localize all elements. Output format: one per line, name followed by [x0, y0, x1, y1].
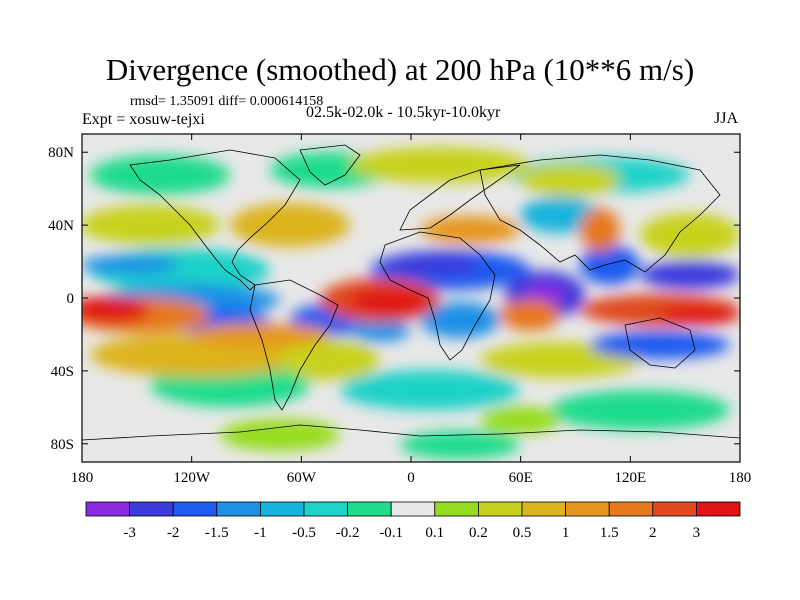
field-blob [590, 331, 730, 359]
y-tick-label: 0 [67, 291, 75, 307]
field-blob [550, 390, 730, 430]
colorbar-swatch [129, 501, 174, 517]
colorbar-swatch [477, 501, 523, 517]
y-tick: 40S [51, 364, 740, 380]
field-blob [90, 155, 230, 195]
field-blob [280, 340, 380, 380]
y-tick: 80N [48, 145, 740, 161]
field-blob [82, 255, 180, 275]
chart-title: Divergence (smoothed) at 200 hPa (10**6 … [105, 52, 695, 87]
field-blob [400, 431, 520, 459]
field-blob [220, 419, 340, 451]
field-blob [580, 208, 620, 252]
colorbar-label: 0.5 [513, 525, 532, 541]
colorbar-swatch [172, 501, 218, 517]
colorbar-label: 0.1 [425, 525, 444, 541]
y-tick-label: 40N [48, 218, 74, 234]
coastline-europe [399, 164, 521, 231]
field-blob [420, 216, 520, 244]
experiment-label: Expt = xosuw-tejxi [82, 111, 205, 128]
coastlines [82, 144, 740, 441]
field-blob [82, 205, 220, 245]
colorbar-swatch [216, 501, 261, 517]
x-tick-label: 120E [614, 470, 646, 486]
coastline-africa [379, 231, 496, 361]
coastline-australia [624, 317, 696, 369]
x-tick-label: 60E [509, 470, 533, 486]
colorbar-swatch [696, 501, 741, 517]
colorbar-swatch [652, 501, 697, 517]
field-blob [230, 203, 350, 247]
x-tick: 0 [407, 134, 415, 486]
y-tick-label: 80S [51, 437, 74, 453]
field-blob [350, 147, 530, 183]
stats-label: rmsd= 1.35091 diff= 0.000614158 [130, 94, 324, 109]
field-blob [580, 245, 640, 285]
field-blob [380, 253, 480, 277]
x-axis: 180 120W 60W 0 60E 120E 180 [71, 134, 752, 486]
colorbar-label: -1.5 [205, 525, 229, 541]
colorbar-label: -0.5 [292, 525, 316, 541]
field-blob [340, 370, 520, 410]
x-tick: 60E [509, 134, 533, 486]
coastline-north-america [129, 149, 301, 291]
field-blob [520, 164, 620, 196]
colorbar-label: -2 [167, 525, 180, 541]
field-blob [82, 296, 150, 324]
x-tick-label: 120W [173, 470, 211, 486]
coastline-greenland [299, 144, 361, 186]
colorbar-label: -0.1 [379, 525, 403, 541]
colorbar-swatch [85, 501, 130, 517]
x-tick: 180 [729, 134, 752, 486]
x-tick: 120E [614, 134, 646, 486]
x-tick: 120W [173, 134, 211, 486]
y-tick-label: 80N [48, 145, 74, 161]
colorbar-swatch [565, 501, 610, 517]
colorbar-label: 3 [693, 525, 701, 541]
y-axis: 80N 40N 0 40S 80S [48, 145, 740, 453]
colorbar-swatch [390, 501, 436, 517]
field-blob [350, 318, 410, 342]
colorbar-swatch [521, 501, 566, 517]
y-tick: 80S [51, 437, 740, 453]
y-tick-label: 40S [51, 364, 74, 380]
colorbar-swatch [434, 501, 479, 517]
field-blob [640, 213, 740, 257]
colorbar-label: 2 [649, 525, 657, 541]
colorbar-swatch [303, 501, 348, 517]
field-blob [660, 305, 740, 325]
coastline-south-america [249, 279, 339, 411]
colorbar-label: -3 [123, 525, 136, 541]
x-tick: 60W [287, 134, 317, 486]
field-blob [350, 288, 430, 316]
coastline-antarctica [82, 424, 740, 441]
map-field [82, 134, 740, 462]
colorbar-label: -1 [254, 525, 267, 541]
field-blob [640, 261, 740, 289]
period-label: 02.5k-02.0k - 10.5kyr-10.0kyr [306, 104, 501, 121]
field-blob [480, 406, 560, 434]
colorbar-swatch [347, 501, 392, 517]
y-tick: 0 [67, 291, 740, 307]
colorbar-label: -0.2 [336, 525, 360, 541]
field-blob [420, 302, 500, 338]
season-label: JJA [714, 110, 739, 127]
x-tick: 180 [71, 134, 94, 486]
colorbar-label: 1 [562, 525, 570, 541]
colorbar-swatch [259, 501, 305, 517]
x-tick-label: 180 [729, 470, 752, 486]
x-tick-label: 60W [287, 470, 317, 486]
field-blob [520, 197, 600, 233]
colorbar-swatch [608, 501, 654, 517]
colorbar: -3 -2 -1.5 -1 -0.5 -0.2 -0.1 0.1 0.2 0.5 1 1.5 2 3 [85, 501, 741, 541]
x-tick-label: 180 [71, 470, 94, 486]
y-tick: 40N [48, 218, 740, 234]
colorbar-label: 0.2 [469, 525, 488, 541]
coastline-asia [479, 154, 721, 273]
colorbar-label: 1.5 [600, 525, 619, 541]
field-blob [500, 299, 560, 331]
x-tick-label: 0 [407, 470, 415, 486]
